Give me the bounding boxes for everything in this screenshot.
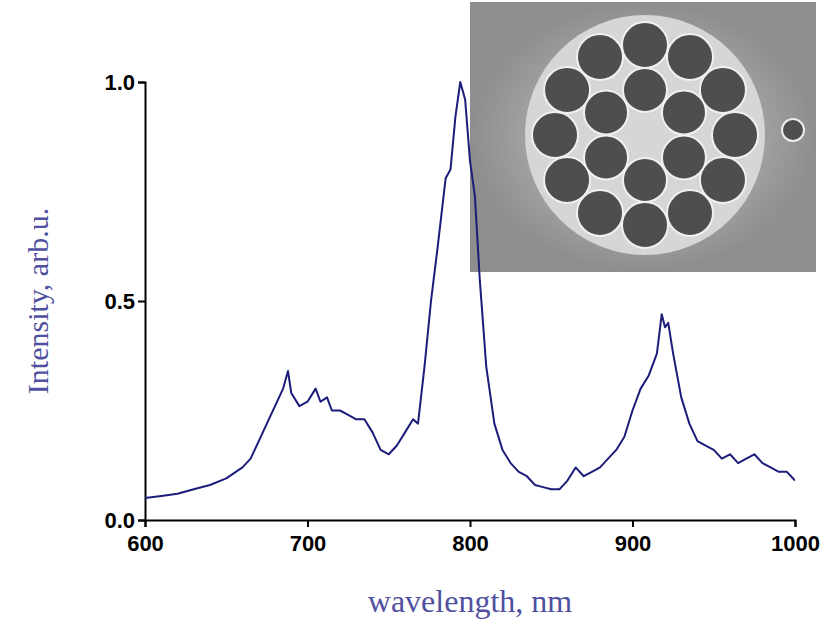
inset-halo	[525, 15, 765, 255]
x-tick-mark	[470, 520, 472, 527]
inset-pore	[623, 68, 667, 112]
x-tick: 700	[290, 520, 327, 556]
y-axis-title: Intensity, arb.u.	[21, 208, 54, 394]
inset-pore	[700, 67, 746, 113]
spectrum-line	[145, 82, 795, 498]
inset-pore	[577, 34, 623, 80]
x-tick-label: 900	[615, 531, 652, 556]
x-tick-mark	[632, 520, 634, 527]
x-tick-label: 1000	[771, 531, 820, 556]
inset-pore	[662, 91, 706, 135]
y-tick: 0.5	[104, 289, 145, 314]
chart: 600 700 800 900 1000 0.0 0.5 1.0 wavelength, nm I…	[0, 0, 821, 632]
y-tick-mark	[138, 520, 145, 522]
y-tick: 0.0	[104, 508, 145, 533]
inset-pore	[667, 190, 713, 236]
inset-pore	[782, 119, 804, 141]
x-tick: 1000	[771, 520, 820, 556]
y-tick-mark	[138, 301, 145, 303]
inset-pore	[623, 158, 667, 202]
inset-pore	[622, 22, 668, 68]
y-tick-label: 0.0	[104, 508, 135, 533]
x-tick-label: 700	[290, 531, 327, 556]
y-axis: 0.0 0.5 1.0	[104, 70, 145, 533]
x-axis-line	[146, 521, 796, 528]
inset-background	[470, 2, 816, 272]
x-tick-mark	[795, 520, 797, 527]
inset-pore	[544, 157, 590, 203]
x-tick: 900	[615, 520, 652, 556]
inset-pore	[662, 136, 706, 180]
y-axis-line	[138, 83, 146, 521]
inset-pore	[622, 202, 668, 248]
inset-pore	[532, 112, 578, 158]
plot-area	[145, 82, 795, 498]
x-tick-mark	[307, 520, 309, 527]
y-tick-label: 0.5	[104, 289, 135, 314]
inset-pore	[584, 91, 628, 135]
y-tick: 1.0	[104, 70, 145, 95]
x-axis: 600 700 800 900 1000	[127, 520, 820, 556]
inset-pore	[712, 112, 758, 158]
x-tick: 800	[452, 520, 489, 556]
y-tick-mark	[138, 82, 145, 84]
inset-image	[470, 2, 816, 272]
x-tick-label: 800	[452, 531, 489, 556]
y-tick-label: 1.0	[104, 70, 135, 95]
x-tick-label: 600	[127, 531, 164, 556]
inset-pore	[584, 136, 628, 180]
x-axis-title: wavelength, nm	[368, 583, 573, 619]
